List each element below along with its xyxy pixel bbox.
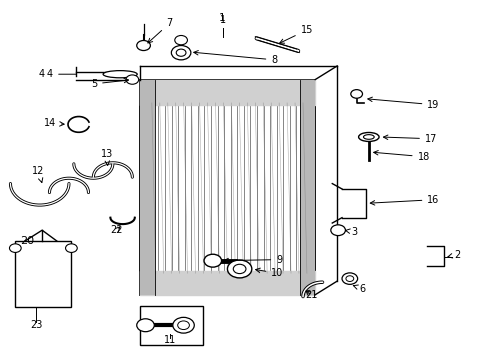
Text: 22: 22: [110, 225, 122, 235]
Bar: [140, 306, 203, 345]
Text: 7: 7: [147, 18, 172, 43]
Circle shape: [203, 254, 221, 267]
Circle shape: [350, 90, 362, 98]
Ellipse shape: [363, 135, 373, 139]
Text: 3: 3: [345, 227, 357, 237]
Circle shape: [65, 244, 77, 252]
Bar: [140, 80, 155, 295]
Text: 18: 18: [373, 150, 429, 162]
Text: 19: 19: [367, 97, 439, 110]
Text: 6: 6: [353, 284, 365, 294]
Circle shape: [330, 225, 345, 235]
Text: 10: 10: [255, 268, 283, 278]
Text: 8: 8: [193, 50, 277, 65]
Circle shape: [137, 41, 150, 50]
Text: 14: 14: [43, 118, 64, 128]
Text: 13: 13: [101, 149, 113, 166]
Text: 4: 4: [39, 69, 44, 79]
Text: 20: 20: [20, 236, 35, 246]
Bar: [140, 80, 315, 295]
Circle shape: [227, 260, 251, 278]
Text: 4: 4: [47, 69, 76, 79]
Circle shape: [176, 49, 185, 56]
Circle shape: [341, 273, 357, 284]
Text: 5: 5: [91, 78, 128, 89]
Ellipse shape: [103, 71, 137, 78]
Ellipse shape: [358, 132, 378, 141]
Text: 16: 16: [369, 195, 439, 205]
Text: 15: 15: [279, 25, 312, 43]
Text: 23: 23: [30, 320, 42, 330]
Text: 11: 11: [164, 335, 176, 345]
Circle shape: [137, 319, 154, 332]
Circle shape: [126, 75, 139, 84]
Circle shape: [233, 264, 245, 274]
Circle shape: [174, 36, 187, 45]
Circle shape: [345, 276, 353, 282]
Text: 17: 17: [383, 134, 436, 144]
Circle shape: [172, 318, 194, 333]
Text: 1: 1: [219, 15, 225, 25]
Text: 2: 2: [447, 249, 460, 260]
Text: 9: 9: [224, 255, 282, 265]
Circle shape: [171, 45, 190, 60]
Circle shape: [9, 244, 21, 252]
Text: 12: 12: [32, 166, 45, 183]
Text: 21: 21: [305, 291, 317, 301]
Bar: [299, 80, 315, 295]
Text: 1: 1: [219, 13, 225, 23]
Circle shape: [177, 321, 189, 329]
Bar: [15, 241, 71, 307]
